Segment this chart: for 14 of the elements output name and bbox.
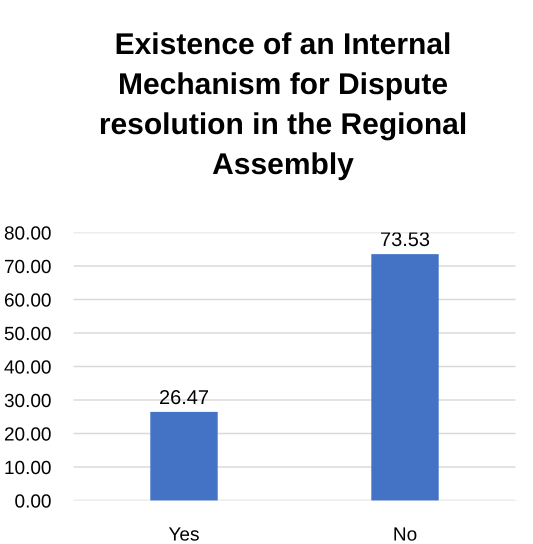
data-label: 26.47 xyxy=(158,386,210,409)
x-tick-label: No xyxy=(392,524,418,544)
y-tick-label: 70.00 xyxy=(4,257,52,278)
y-tick-label: 60.00 xyxy=(4,290,52,312)
y-tick-label: 50.00 xyxy=(4,324,52,345)
y-tick-label: 0.00 xyxy=(14,492,52,512)
data-label: 73.53 xyxy=(380,229,430,252)
y-tick-label: 40.00 xyxy=(4,358,52,378)
chart-title: Existence of an Internal Mechanism for Dispute resolution in the Regional Assembly xyxy=(98,27,468,183)
x-tick-label: Yes xyxy=(168,524,200,544)
y-tick-label: 20.00 xyxy=(4,424,52,446)
y-tick-label: 80.00 xyxy=(4,224,52,244)
y-tick-label: 10.00 xyxy=(4,458,52,479)
y-tick-label: 30.00 xyxy=(4,391,52,412)
